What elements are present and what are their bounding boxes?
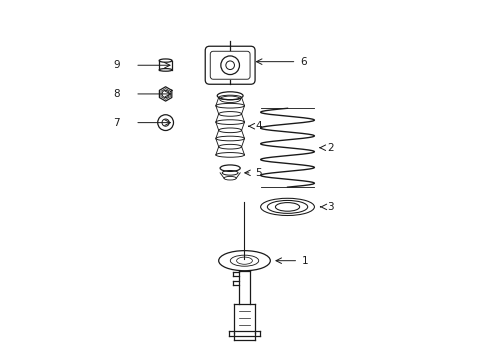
Text: 3: 3 [326, 202, 333, 212]
Text: 7: 7 [113, 118, 120, 128]
Text: 5: 5 [255, 168, 262, 178]
Text: 2: 2 [326, 143, 333, 153]
Text: 4: 4 [255, 121, 262, 131]
Text: 8: 8 [113, 89, 120, 99]
Text: 9: 9 [113, 60, 120, 70]
Text: 1: 1 [301, 256, 308, 266]
Text: 6: 6 [300, 57, 306, 67]
